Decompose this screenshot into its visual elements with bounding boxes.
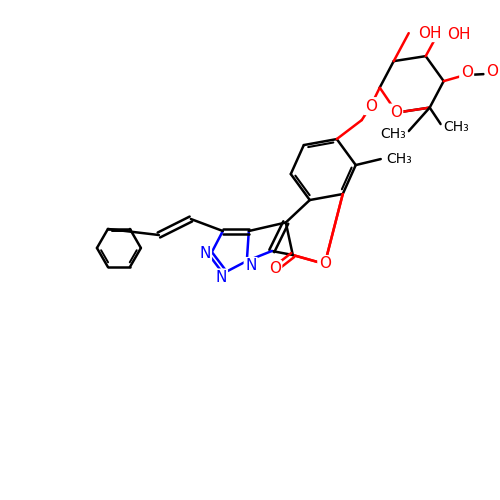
Text: O: O bbox=[390, 105, 402, 120]
Text: O: O bbox=[460, 65, 472, 80]
Text: O: O bbox=[269, 262, 281, 276]
Text: CH₃: CH₃ bbox=[380, 126, 406, 140]
Text: OH: OH bbox=[418, 26, 441, 40]
Text: OH: OH bbox=[446, 26, 470, 42]
Text: O: O bbox=[364, 98, 376, 114]
Text: N: N bbox=[199, 246, 210, 262]
Text: CH₃: CH₃ bbox=[386, 152, 412, 166]
Text: CH₃: CH₃ bbox=[443, 120, 469, 134]
Text: N: N bbox=[245, 258, 256, 274]
Text: O: O bbox=[486, 64, 498, 79]
Text: N: N bbox=[215, 270, 226, 285]
Text: O: O bbox=[319, 256, 331, 272]
